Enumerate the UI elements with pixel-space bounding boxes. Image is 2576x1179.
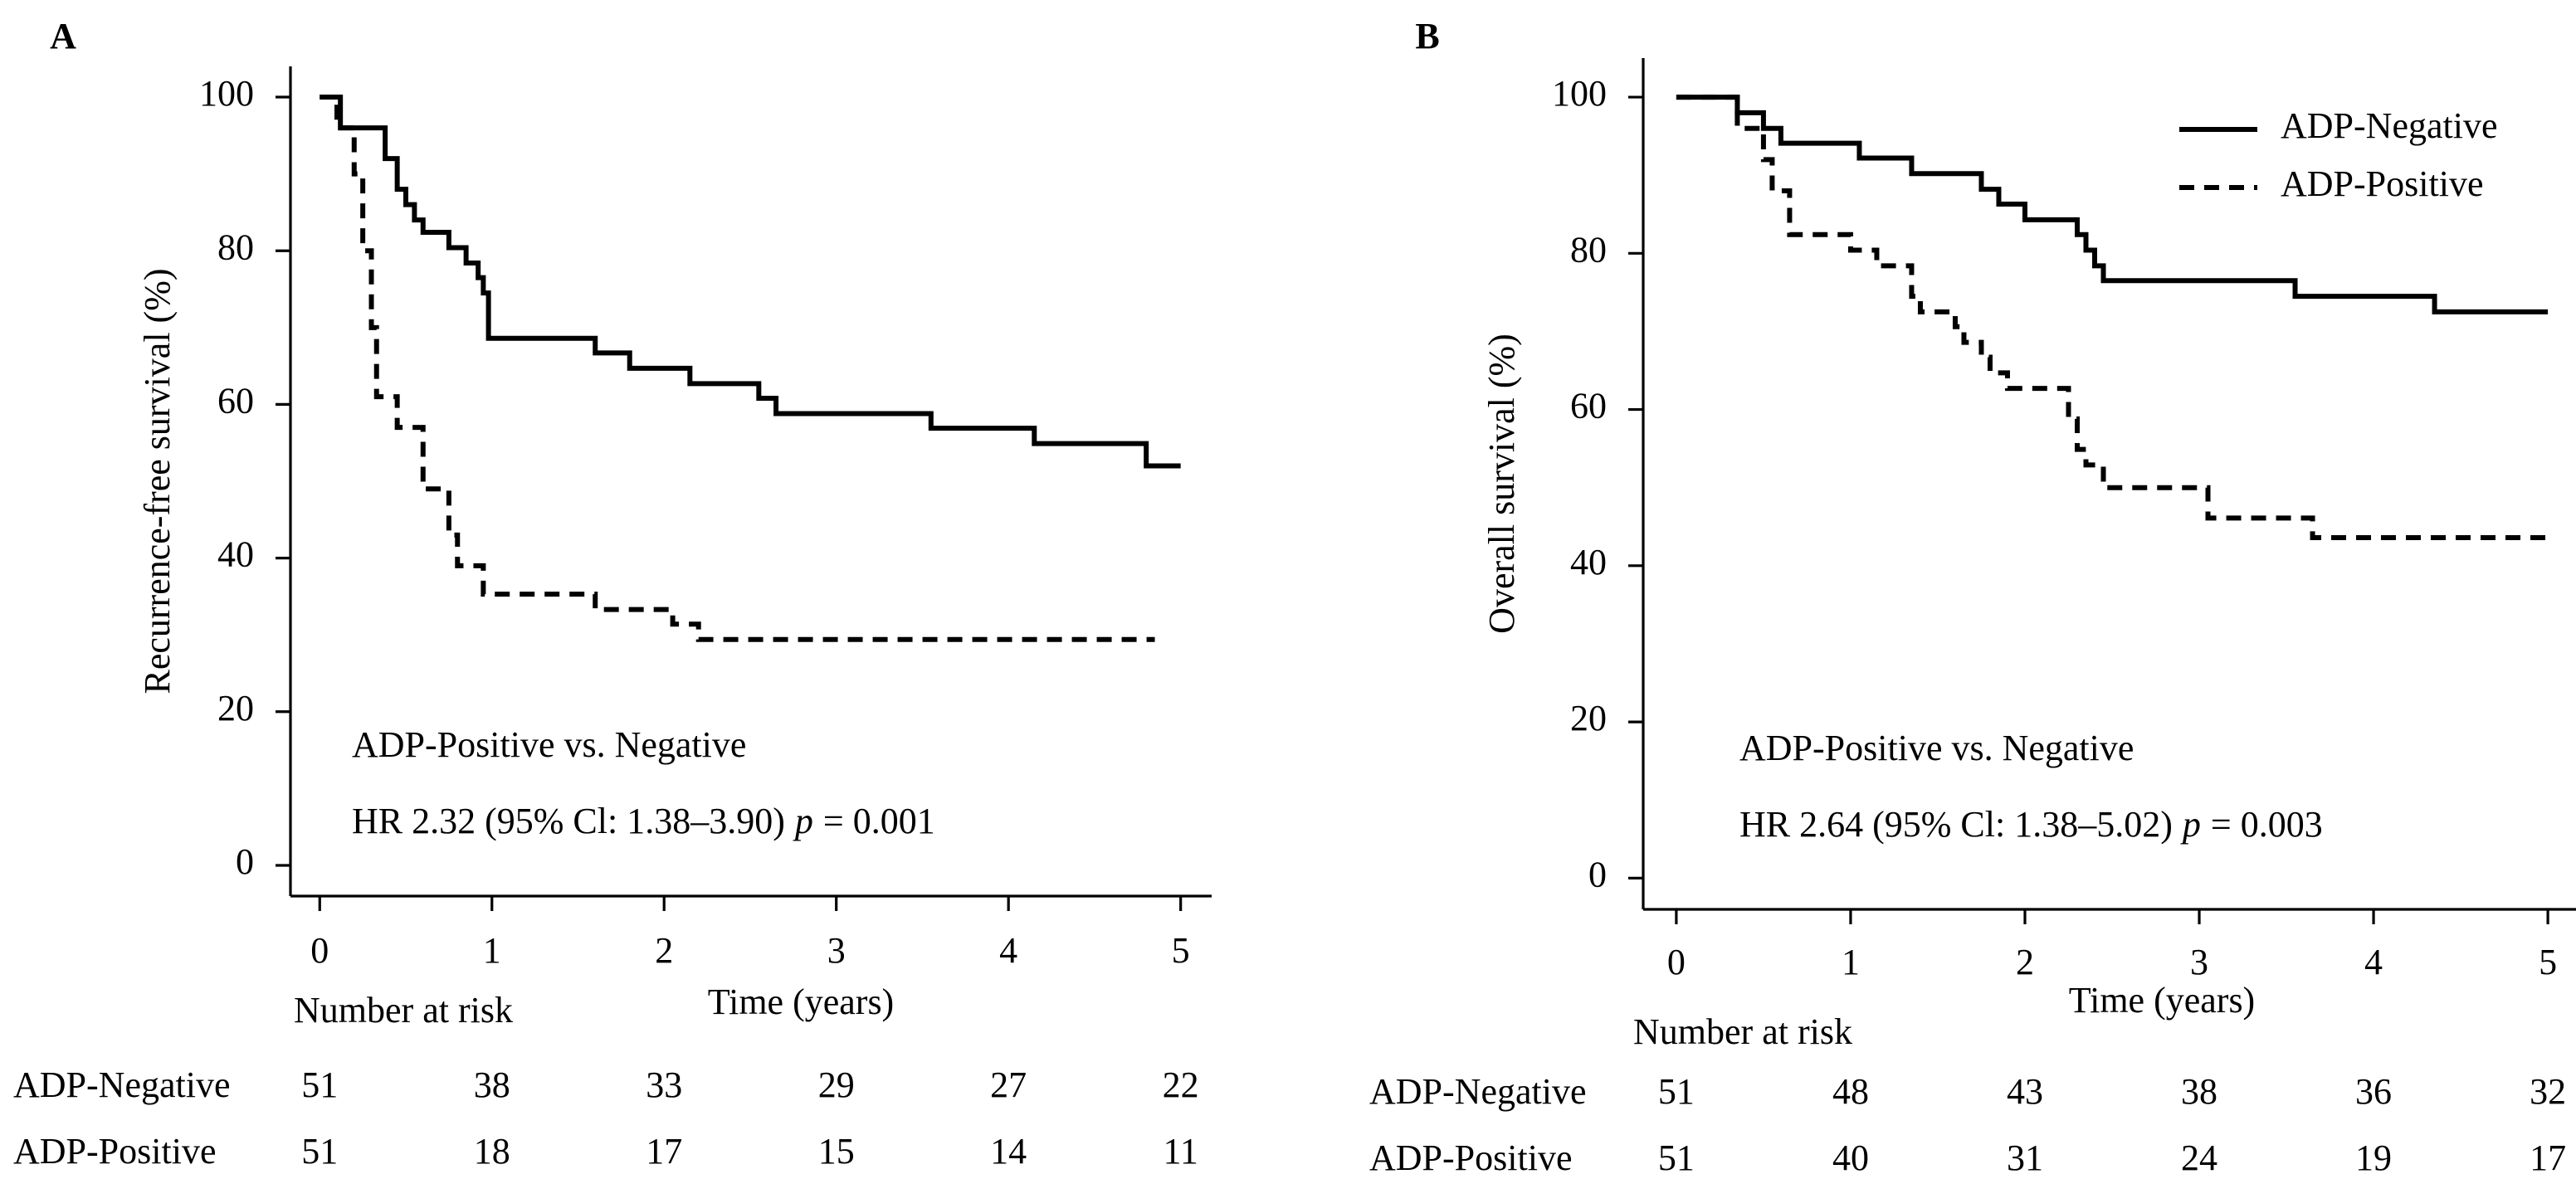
y-axis-label: Recurrence-free survival (%) [137,268,178,694]
survival-curve [320,95,1181,469]
risk-count: 40 [1832,1138,1869,1178]
y-tick-label: 100 [1552,73,1607,114]
y-tick-label: 60 [1570,386,1607,426]
risk-count: 29 [818,1065,855,1105]
risk-count: 11 [1163,1131,1198,1172]
risk-count: 51 [301,1065,338,1105]
annotation-part: p [2180,804,2201,845]
annotation-part: = 0.001 [823,801,935,841]
panel-letter: B [1415,16,1439,56]
panel: B 0 20 40 60 80 100 0 1 2 3 4 5 Time (years) Overall s… [1369,16,2576,1178]
risk-count: 36 [2355,1071,2392,1112]
risk-row-label: ADP-Positive [13,1131,216,1172]
survival-curve [1676,95,2549,540]
risk-count: 14 [990,1131,1027,1172]
risk-count: 38 [2181,1071,2217,1112]
x-tick-label: 0 [1667,942,1686,982]
risk-table-title: Number at risk [1633,1011,1852,1052]
x-tick-label: 1 [483,930,501,971]
x-tick-label: 0 [310,930,329,971]
risk-count: 38 [474,1065,510,1105]
y-tick-label: 0 [236,841,254,882]
x-tick-label: 4 [999,930,1017,971]
x-tick-label: 5 [1172,930,1190,971]
risk-count: 51 [301,1131,338,1172]
survival-curve [320,95,1155,642]
risk-count: 19 [2355,1138,2392,1178]
risk-row-label: ADP-Negative [1369,1071,1587,1112]
annotation-part: ADP-Positive vs. Negative [352,724,746,765]
survival-curve [1676,95,2549,314]
y-tick-label: 20 [1570,698,1607,738]
risk-count: 27 [990,1065,1027,1105]
annotation-part: = 0.003 [2211,804,2323,845]
risk-count: 15 [818,1131,855,1172]
x-axis-label: Time (years) [708,982,894,1022]
x-tick-label: 2 [2016,942,2034,982]
risk-count: 33 [646,1065,682,1105]
x-axis-label: Time (years) [2069,980,2255,1021]
y-tick-label: 20 [217,688,254,728]
legend-label: ADP-Positive [2281,163,2483,204]
y-tick-label: 40 [217,534,254,575]
legend-label: ADP-Negative [2281,105,2498,146]
annotation-part: HR 2.32 (95% Cl: 1.38–3.90) [352,801,785,841]
panel: A 0 20 40 60 80 100 0 1 2 3 4 5 Time (years) Recurrenc… [13,16,1212,1172]
annotation: ADP-Positive vs. Negative [1739,728,2134,768]
y-tick-label: 100 [199,73,254,114]
annotation: HR 2.64 (95% Cl: 1.38–5.02) p = 0.003 [1739,804,2323,845]
risk-row-label: ADP-Negative [13,1065,231,1105]
annotation-part: ADP-Positive vs. Negative [1739,728,2134,768]
annotation: ADP-Positive vs. Negative [352,724,746,765]
risk-count: 17 [646,1131,682,1172]
risk-count: 22 [1163,1065,1199,1105]
y-tick-label: 80 [217,227,254,267]
y-tick-label: 80 [1570,229,1607,270]
x-tick-label: 4 [2364,942,2383,982]
x-tick-label: 1 [1842,942,1860,982]
risk-count: 48 [1832,1071,1869,1112]
x-tick-label: 5 [2539,942,2557,982]
risk-count: 32 [2530,1071,2566,1112]
risk-count: 43 [2007,1071,2043,1112]
annotation-part: p [793,801,813,841]
risk-count: 17 [2530,1138,2566,1178]
risk-count: 51 [1658,1138,1695,1178]
annotation: HR 2.32 (95% Cl: 1.38–3.90) p = 0.001 [352,801,935,841]
risk-row-label: ADP-Positive [1369,1138,1572,1178]
x-tick-label: 3 [2190,942,2208,982]
x-tick-label: 3 [827,930,846,971]
y-tick-label: 60 [217,381,254,421]
risk-count: 24 [2181,1138,2217,1178]
annotation-part: HR 2.64 (95% Cl: 1.38–5.02) [1739,804,2173,845]
y-axis-label: Overall survival (%) [1481,334,1522,634]
y-tick-label: 40 [1570,542,1607,582]
risk-count: 18 [474,1131,510,1172]
risk-count: 51 [1658,1071,1695,1112]
risk-count: 31 [2007,1138,2043,1178]
risk-table-title: Number at risk [294,990,513,1030]
y-tick-label: 0 [1588,854,1607,894]
x-tick-label: 2 [655,930,673,971]
panel-letter: A [50,16,76,56]
